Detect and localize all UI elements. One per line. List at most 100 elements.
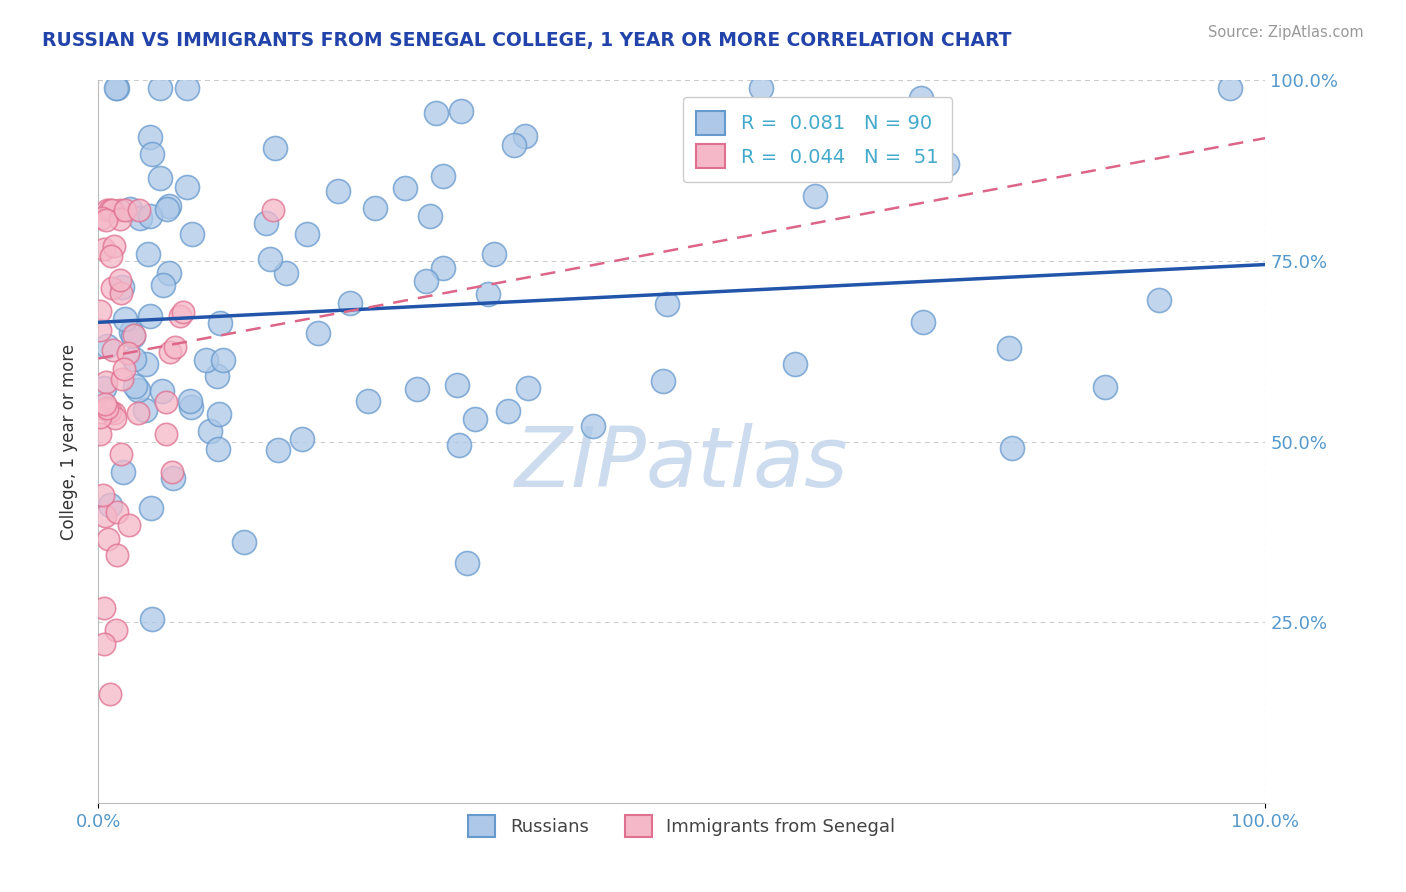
Point: [152, 277, 174, 292]
Point: [155, 394, 177, 409]
Point: [1001, 441, 1024, 455]
Point: [205, 368, 228, 383]
Point: [114, 311, 136, 326]
Point: [415, 274, 437, 288]
Point: [749, 80, 772, 95]
Point: [502, 137, 524, 152]
Point: [162, 471, 184, 485]
Point: [291, 432, 314, 446]
Point: [156, 202, 179, 217]
Point: [96, 203, 118, 218]
Point: [101, 343, 124, 358]
Point: [110, 286, 132, 301]
Point: [105, 623, 128, 637]
Point: [100, 203, 122, 218]
Point: [157, 266, 180, 280]
Point: [262, 203, 284, 218]
Point: [176, 180, 198, 194]
Point: [89, 303, 111, 318]
Point: [198, 424, 221, 438]
Point: [160, 465, 183, 479]
Point: [208, 407, 231, 421]
Point: [93, 242, 115, 256]
Point: [357, 393, 380, 408]
Point: [259, 252, 281, 267]
Point: [150, 384, 173, 399]
Point: [134, 403, 156, 417]
Point: [124, 328, 146, 343]
Point: [1219, 80, 1241, 95]
Point: [326, 184, 349, 198]
Point: [209, 316, 232, 330]
Point: [652, 375, 675, 389]
Point: [141, 612, 163, 626]
Point: [297, 227, 319, 241]
Point: [129, 211, 152, 226]
Point: [456, 557, 478, 571]
Point: [1147, 293, 1170, 308]
Point: [100, 249, 122, 263]
Point: [254, 216, 277, 230]
Point: [477, 287, 499, 301]
Point: [195, 352, 218, 367]
Point: [127, 406, 149, 420]
Point: [93, 381, 115, 395]
Point: [232, 534, 254, 549]
Point: [149, 171, 172, 186]
Point: [450, 103, 472, 118]
Point: [103, 239, 125, 253]
Point: [101, 281, 124, 295]
Point: [98, 499, 121, 513]
Point: [94, 213, 117, 227]
Point: [91, 488, 114, 502]
Point: [155, 427, 177, 442]
Point: [110, 447, 132, 461]
Point: [112, 361, 135, 376]
Text: Source: ZipAtlas.com: Source: ZipAtlas.com: [1208, 25, 1364, 40]
Point: [911, 315, 934, 329]
Point: [307, 326, 329, 340]
Point: [405, 383, 427, 397]
Point: [446, 377, 468, 392]
Point: [94, 397, 117, 411]
Point: [804, 188, 827, 202]
Point: [135, 358, 157, 372]
Point: [138, 247, 160, 261]
Point: [141, 147, 163, 161]
Point: [207, 442, 229, 456]
Point: [169, 310, 191, 324]
Point: [910, 91, 932, 105]
Point: [117, 346, 139, 360]
Point: [111, 372, 134, 386]
Point: [394, 180, 416, 194]
Point: [267, 443, 290, 458]
Point: [339, 296, 361, 310]
Legend: Russians, Immigrants from Senegal: Russians, Immigrants from Senegal: [461, 808, 903, 845]
Point: [498, 404, 520, 418]
Point: [96, 402, 118, 417]
Point: [139, 501, 162, 516]
Point: [464, 412, 486, 426]
Point: [114, 203, 136, 218]
Point: [108, 273, 131, 287]
Point: [172, 304, 194, 318]
Point: [93, 600, 115, 615]
Point: [1094, 379, 1116, 393]
Point: [105, 80, 128, 95]
Point: [157, 199, 180, 213]
Point: [139, 309, 162, 323]
Point: [783, 357, 806, 371]
Point: [180, 401, 202, 415]
Point: [124, 379, 146, 393]
Point: [96, 339, 118, 353]
Point: [276, 266, 298, 280]
Point: [111, 280, 134, 294]
Point: [122, 352, 145, 367]
Point: [264, 141, 287, 155]
Point: [103, 406, 125, 420]
Point: [120, 326, 142, 340]
Point: [96, 532, 118, 546]
Point: [935, 157, 957, 171]
Point: [122, 328, 145, 343]
Point: [89, 427, 111, 442]
